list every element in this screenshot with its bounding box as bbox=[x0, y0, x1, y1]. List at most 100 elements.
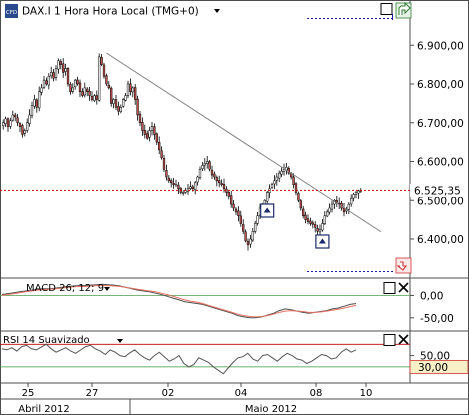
rsi-y-axis: 50,00 bbox=[410, 351, 450, 363]
candle-body bbox=[314, 224, 317, 228]
candle-body bbox=[297, 193, 300, 201]
candle-body bbox=[330, 203, 334, 210]
candle-body bbox=[323, 215, 326, 224]
candle-body bbox=[23, 130, 26, 134]
candle-body bbox=[119, 107, 122, 112]
candle-body bbox=[302, 208, 305, 217]
last-price-label-box bbox=[410, 183, 468, 197]
candle-body bbox=[306, 218, 310, 222]
candle-body bbox=[114, 99, 118, 108]
candle-body bbox=[14, 114, 17, 118]
candle-body bbox=[177, 184, 180, 189]
candle-body bbox=[148, 130, 151, 138]
candle-body bbox=[222, 184, 226, 189]
signal-markers[interactable] bbox=[260, 203, 330, 249]
candle-body bbox=[102, 64, 106, 77]
candle-body bbox=[138, 113, 142, 123]
candle-body bbox=[316, 228, 319, 232]
signal-marker bbox=[315, 234, 330, 249]
expand-arrow-icon[interactable] bbox=[395, 1, 412, 19]
rsi-title[interactable]: RSI 14 Suavizado bbox=[3, 335, 90, 346]
x-tick-label: 10 bbox=[360, 388, 373, 399]
candle-body bbox=[4, 118, 7, 124]
candle-body bbox=[30, 105, 34, 116]
chart-title[interactable]: DAX.I 1 Hora Hora Local (TMG+0) bbox=[22, 6, 199, 18]
candle-body bbox=[230, 195, 233, 205]
triangle-down-icon[interactable] bbox=[214, 9, 220, 13]
maximize-icon[interactable] bbox=[380, 3, 393, 15]
candle-body bbox=[83, 87, 86, 96]
candle-body bbox=[172, 183, 175, 186]
close-x-icon[interactable] bbox=[398, 282, 409, 293]
y-tick-label: 6.600,00 bbox=[417, 157, 464, 169]
candle-body bbox=[266, 192, 269, 202]
candle-body bbox=[244, 231, 247, 242]
x-tick-label: 02 bbox=[162, 388, 175, 399]
candle-body bbox=[6, 118, 10, 127]
candle-body bbox=[107, 84, 110, 89]
zoom-out-arrow-icon[interactable] bbox=[395, 257, 412, 274]
candle-body bbox=[191, 186, 194, 189]
candle-body bbox=[134, 87, 137, 100]
triangle-down-icon[interactable] bbox=[117, 339, 123, 343]
x-tick-label: 27 bbox=[86, 388, 99, 399]
last-price-label: 6.525,35 bbox=[414, 185, 461, 197]
rsi-panel: 50,00 30,00 RSI 14 Suavizado bbox=[0, 334, 469, 384]
candle-body bbox=[239, 215, 242, 224]
candle-body bbox=[117, 105, 120, 112]
y-tick-label: -50,00 bbox=[420, 313, 454, 325]
cfd-badge-label: CFD bbox=[6, 10, 17, 16]
candle-body bbox=[76, 79, 79, 85]
macd-title[interactable]: MACD 26; 12; 9 bbox=[26, 283, 104, 294]
candle-body bbox=[42, 79, 46, 88]
candle-body bbox=[62, 63, 65, 73]
x-tick-label: 25 bbox=[22, 388, 35, 399]
candle-body bbox=[143, 130, 146, 135]
candle-body bbox=[66, 68, 70, 85]
candle-body bbox=[345, 209, 348, 212]
candle-body bbox=[210, 169, 214, 176]
maximize-icon[interactable] bbox=[383, 282, 396, 294]
candle-body bbox=[74, 79, 77, 88]
candle-body bbox=[342, 208, 346, 213]
candle-body bbox=[208, 161, 211, 170]
candle-body bbox=[38, 91, 41, 109]
candle-body bbox=[59, 61, 62, 65]
candle-body bbox=[321, 223, 324, 231]
candle-body bbox=[292, 176, 295, 186]
chart-header[interactable]: CFD DAX.I 1 Hora Hora Local (TMG+0) bbox=[5, 4, 220, 18]
close-x-icon[interactable] bbox=[398, 334, 409, 345]
triangle-down-icon[interactable] bbox=[104, 287, 110, 291]
maximize-icon[interactable] bbox=[383, 334, 396, 346]
candle-body bbox=[100, 57, 103, 65]
candle-body bbox=[9, 120, 12, 127]
candle-body bbox=[189, 186, 192, 189]
candle-body bbox=[170, 180, 173, 184]
trendline[interactable] bbox=[106, 52, 382, 233]
candle-body bbox=[2, 122, 5, 127]
x-tick-label: 08 bbox=[310, 388, 323, 399]
candle-body bbox=[282, 169, 286, 172]
candle-body bbox=[69, 84, 72, 92]
candle-body bbox=[129, 83, 132, 92]
candle-body bbox=[98, 56, 101, 101]
candle-body bbox=[352, 194, 355, 199]
candle-body bbox=[54, 68, 58, 78]
candle-body bbox=[311, 222, 314, 225]
candle-body bbox=[206, 161, 209, 164]
candle-body bbox=[318, 229, 322, 233]
candle-body bbox=[275, 176, 278, 181]
candle-body bbox=[198, 169, 202, 178]
candle-body bbox=[160, 150, 163, 158]
candle-body bbox=[81, 91, 84, 96]
candle-body bbox=[270, 184, 274, 189]
candle-body bbox=[162, 158, 166, 170]
candle-body bbox=[294, 183, 298, 193]
candle-body bbox=[35, 99, 38, 108]
candle-body bbox=[136, 98, 139, 116]
candle-body bbox=[26, 122, 29, 131]
candle-body bbox=[251, 231, 254, 241]
candle-body bbox=[112, 99, 115, 104]
candle-body bbox=[155, 133, 158, 143]
candle-body bbox=[174, 184, 178, 186]
